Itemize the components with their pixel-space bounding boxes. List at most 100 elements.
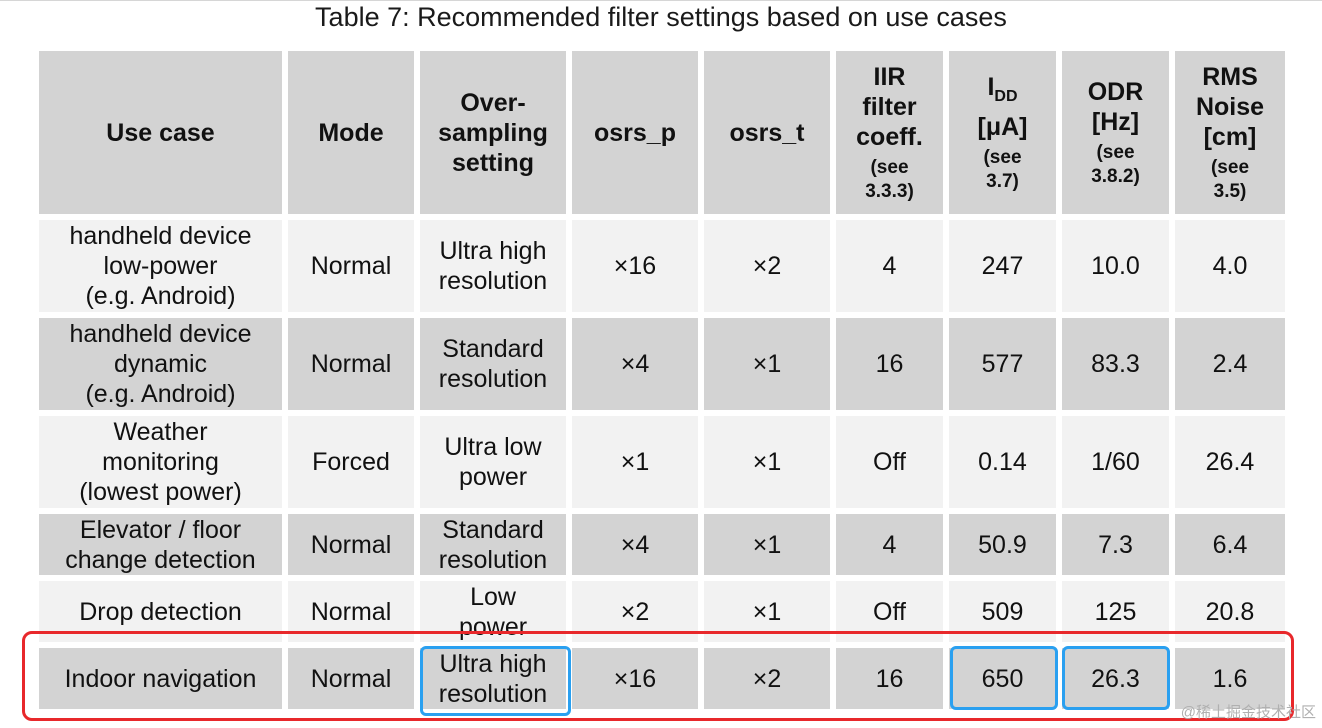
header-oversampling: Over- sampling setting [420,51,566,214]
oversampling-line: Ultra high [439,649,547,678]
mode-cell: Normal [288,318,414,410]
idd-cell: 0.14 [949,416,1056,508]
odr-cell: 83.3 [1062,318,1169,410]
oversampling-highlight-outline [420,646,571,716]
oversampling-line: resolution [438,267,548,295]
header-rms-line: Noise [1195,92,1265,121]
header-idd: IDD [μA] (see 3.7) [949,51,1056,214]
header-idd-unit: [μA] [977,112,1028,141]
osrs-t-cell: ×1 [704,416,830,508]
header-mode: Mode [288,51,414,214]
use-case-cell: Weather monitoring (lowest power) [39,416,282,508]
header-idd-symbol: IDD [949,72,1056,112]
header-oversampling-line: Over- [460,88,526,117]
use-case-line: (lowest power) [79,478,242,506]
header-odr-line: [Hz] [1091,107,1140,136]
oversampling-line: Standard [442,515,544,544]
use-case-line: Weather [113,418,208,446]
iir-cell: 4 [836,514,943,575]
mode-cell: Normal [288,220,414,312]
oversampling-cell: Ultra high resolution [420,648,566,709]
iir-cell: Off [836,416,943,508]
header-odr-note: (see 3.8.2) [1062,141,1169,189]
header-idd-note: (see 3.7) [949,146,1056,194]
header-oversampling-line: sampling [438,118,548,147]
oversampling-cell: Ultra low power [420,416,566,508]
use-case-line: Elevator / floor [79,515,242,544]
table-title: Table 7: Recommended filter settings bas… [315,2,1007,32]
use-case-cell: Elevator / floor change detection [39,514,282,575]
row-highlight-outline [22,631,1294,721]
use-case-line: change detection [65,545,256,574]
idd-cell: 50.9 [949,514,1056,575]
use-case-line: (e.g. Android) [85,282,236,310]
odr-cell: 1/60 [1062,416,1169,508]
header-iir-note-line: 3.3.3) [865,180,914,202]
oversampling-cell: Standard resolution [420,514,566,575]
table-row: Elevator / floor change detection Normal… [39,514,1285,575]
header-rms-note-line: (see [1210,156,1250,178]
mode-cell: Forced [288,416,414,508]
header-osrs-p: osrs_p [572,51,698,214]
oversampling-line: Standard [442,335,544,363]
header-iir-line: coeff. [856,122,923,151]
odr-cell: 10.0 [1062,220,1169,312]
mode-cell: Normal [288,648,414,709]
oversampling-cell: Standard resolution [420,318,566,410]
oversampling-cell: Ultra high resolution [420,220,566,312]
header-rms-noise: RMS Noise [cm] (see 3.5) [1175,51,1285,214]
odr-highlight-outline [1062,646,1170,710]
use-case-line: dynamic [113,350,208,378]
osrs-p-cell: ×1 [572,416,698,508]
osrs-t-cell: ×1 [704,514,830,575]
header-odr-note-line: (see [1096,141,1135,163]
osrs-p-cell: ×16 [572,220,698,312]
top-divider [0,0,1322,1]
header-idd-subscript: DD [994,87,1018,105]
header-iir-line: IIR [873,62,906,91]
header-oversampling-line: setting [452,148,534,177]
header-rms-line: RMS [1202,62,1258,91]
header-rms-note: (see 3.5) [1175,156,1285,204]
header-iir-note-line: (see [870,156,909,178]
header-idd-main: I [987,72,995,101]
oversampling-line: resolution [438,365,548,393]
header-idd-note-line: (see [983,146,1022,168]
header-use-case: Use case [39,51,282,214]
filter-settings-table: Use case Mode Over- sampling setting osr… [33,45,1291,715]
table-row: handheld device dynamic (e.g. Android) N… [39,318,1285,410]
header-odr: ODR [Hz] (see 3.8.2) [1062,51,1169,214]
iir-cell: 16 [836,648,943,709]
rms-noise-cell: 26.4 [1175,416,1285,508]
mode-cell: Normal [288,514,414,575]
rms-noise-cell: 4.0 [1175,220,1285,312]
oversampling-line: resolution [438,545,548,574]
oversampling-line: power [458,463,528,491]
use-case-line: handheld device [69,320,252,348]
use-case-line: Drop detection [79,597,242,626]
header-rms-note-line: 3.5) [1213,180,1247,202]
oversampling-line: Ultra high [439,237,547,265]
idd-cell: 577 [949,318,1056,410]
header-iir-line: filter [862,92,917,121]
use-case-line: (e.g. Android) [85,380,236,408]
watermark: @稀土掘金技术社区 [1180,704,1316,721]
oversampling-line: Low [470,582,516,611]
header-idd-note-line: 3.7) [986,170,1019,192]
iir-cell: 16 [836,318,943,410]
oversampling-line: Ultra low [444,433,542,461]
osrs-p-cell: ×4 [572,318,698,410]
rms-noise-cell: 2.4 [1175,318,1285,410]
header-iir-note: (see 3.3.3) [836,156,943,204]
table-header-row: Use case Mode Over- sampling setting osr… [39,51,1285,214]
use-case-cell: handheld device dynamic (e.g. Android) [39,318,282,410]
use-case-line: handheld device [69,222,252,250]
idd-highlight-outline [950,646,1058,710]
use-case-cell: handheld device low-power (e.g. Android) [39,220,282,312]
osrs-p-cell: ×16 [572,648,698,709]
rms-noise-cell: 1.6 [1175,648,1285,709]
iir-cell: 4 [836,220,943,312]
odr-cell: 26.3 [1062,648,1169,709]
header-odr-note-line: 3.8.2) [1091,165,1140,187]
use-case-line: monitoring [102,448,219,476]
